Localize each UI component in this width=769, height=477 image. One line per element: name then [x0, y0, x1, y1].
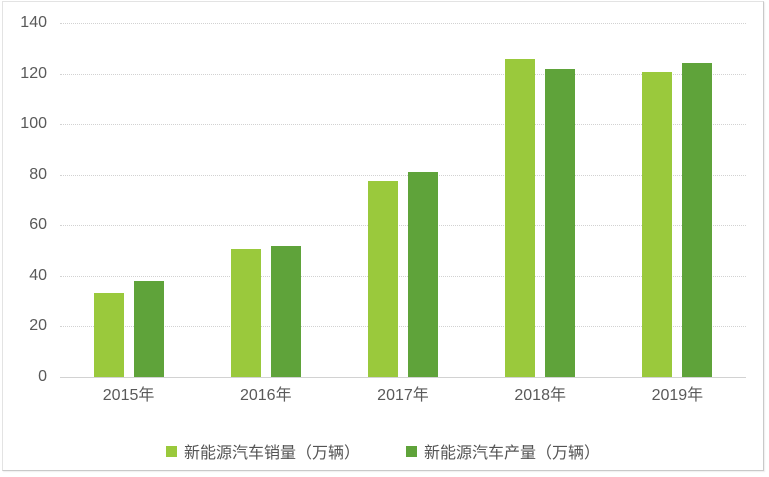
x-axis-category-label: 2018年 — [514, 387, 566, 404]
legend-item-sales: 新能源汽车销量（万辆） — [165, 439, 360, 463]
bar-sales-2015年 — [93, 293, 124, 377]
y-axis-tick-label: 120 — [20, 64, 47, 82]
x-axis-category-label: 2017年 — [377, 387, 429, 404]
bar-sales-2016年 — [230, 248, 261, 377]
bar-production-2015年 — [133, 281, 164, 377]
gridline — [60, 124, 746, 126]
legend-swatch-icon — [165, 445, 177, 457]
x-axis-category-label: 2015年 — [102, 387, 155, 404]
y-axis-tick-label: 60 — [29, 216, 47, 234]
bar-sales-2018年 — [505, 59, 536, 377]
legend-item-production: 新能源汽车产量（万辆） — [406, 439, 600, 463]
bar-sales-2017年 — [368, 180, 398, 377]
x-axis-category-label: 2016年 — [239, 387, 292, 404]
legend-swatch-icon — [406, 445, 417, 457]
gridline — [60, 225, 746, 227]
x-axis-baseline — [60, 377, 746, 378]
y-axis-tick-label: 20 — [29, 317, 47, 335]
chart-frame: 新能源汽车销量（万辆） 新能源汽车产量（万辆） 0 20 40 60 80 100 120 14… — [2, 1, 764, 471]
y-axis-tick-label: 0 — [38, 368, 47, 385]
y-axis-tick-label: 40 — [29, 266, 47, 284]
gridline — [60, 275, 746, 277]
bar-production-2018年 — [545, 68, 576, 377]
legend-label: 新能源汽车销量（万辆） — [183, 445, 360, 462]
gridline — [60, 23, 746, 24]
y-axis-tick-label: 140 — [20, 14, 47, 31]
legend-label: 新能源汽车产量（万辆） — [424, 445, 601, 462]
legend: 新能源汽车销量（万辆） 新能源汽车产量（万辆） — [3, 439, 763, 463]
bar-production-2017年 — [408, 172, 438, 377]
gridline — [60, 73, 746, 75]
bar-sales-2019年 — [642, 72, 673, 377]
y-axis-tick-label: 100 — [20, 115, 47, 133]
gridline — [60, 326, 746, 328]
y-axis-tick-label: 80 — [29, 165, 47, 183]
bar-production-2016年 — [270, 246, 301, 377]
bar-production-2019年 — [682, 62, 713, 377]
plot-area — [60, 23, 746, 378]
gridline — [60, 174, 746, 176]
x-axis-category-label: 2019年 — [651, 387, 704, 404]
